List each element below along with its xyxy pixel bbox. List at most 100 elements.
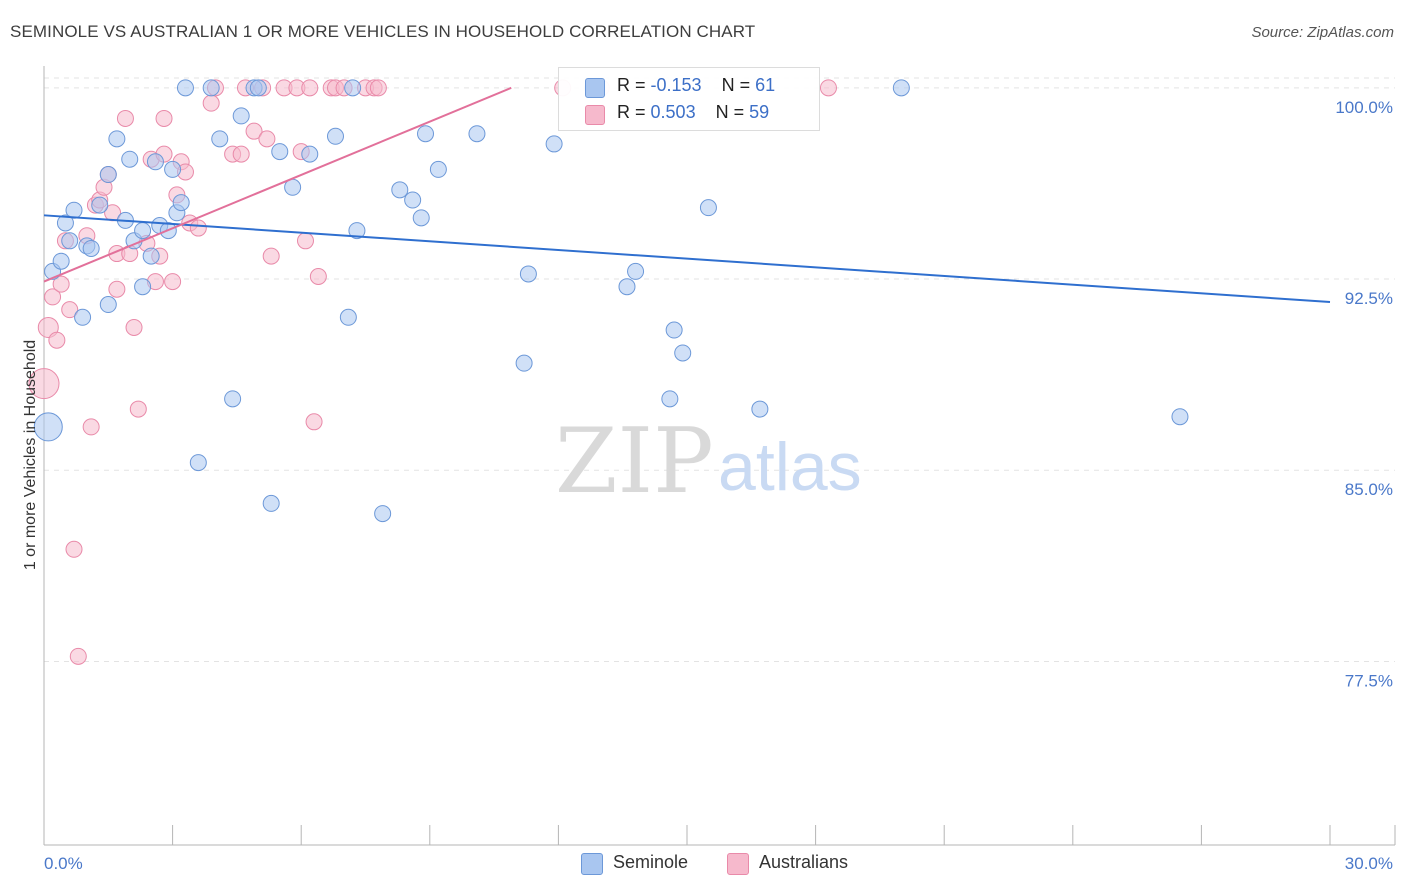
seminole-point [339,308,357,326]
seminole-point [224,390,242,408]
seminole-point [674,344,692,362]
seminole-points [33,79,1189,523]
seminole-point [699,199,717,217]
australians-point [369,79,387,97]
australians-point [48,331,66,349]
seminole-point [627,262,645,280]
australians-point [44,288,62,306]
seminole-point [82,239,100,257]
seminole-point [262,494,280,512]
australians-point [108,280,126,298]
australians-point [61,301,79,319]
australians-point [155,109,173,127]
seminole-point [271,143,289,161]
seminole-point [33,412,63,442]
seminole-point [232,107,250,125]
australians-point [202,94,220,112]
x-tick-label: 30.0% [1345,854,1393,873]
legend-n-label: N = [721,75,751,95]
seminole-point [56,214,74,232]
seminole-point [417,125,435,143]
seminole-point [892,79,910,97]
seminole-point [65,201,83,219]
watermark-zip: ZIP [555,409,714,514]
gridlines [44,77,1395,662]
australians-point [125,318,143,336]
australians-swatch [585,105,605,125]
australians-point [52,275,70,293]
seminole-point [374,505,392,523]
seminole-point [91,196,109,214]
seminole-point [172,194,190,212]
seminole-point [61,232,79,250]
australians-point [301,79,319,97]
y-tick-label: 100.0% [1335,98,1393,117]
seminole-point [146,153,164,171]
australians-point [116,109,134,127]
australians-legend-label: Australians [759,852,849,872]
seminole-point [134,222,152,240]
seminole-point [202,79,220,97]
seminole-swatch [581,853,603,875]
legend-n-label: N = [715,102,745,122]
x-tick-label: 0.0% [44,854,83,873]
y-tick-label: 92.5% [1345,289,1393,308]
seminole-point [391,181,409,199]
y-tick-label: 85.0% [1345,480,1393,499]
seminole-point [134,278,152,296]
legend-n-value: 61 [755,75,776,95]
australians-point [129,400,147,418]
australians-point [296,232,314,250]
seminole-point [404,191,422,209]
seminole-point [661,390,679,408]
australians-point [164,273,182,291]
tick-labels: 77.5% 85.0% 92.5% 100.0% 0.0% 30.0% [44,98,1393,873]
seminole-point [99,166,117,184]
seminole-swatch [585,78,605,98]
source-label: Source: ZipAtlas.com [1251,24,1394,41]
seminole-point [348,222,366,240]
seminole-point [249,79,267,97]
legend-r-label: R = [617,102,646,122]
seminole-point [515,354,533,372]
legend-r-value: 0.503 [650,102,696,122]
seminole-point [665,321,683,339]
australians-point [69,647,87,665]
legend-r-value: -0.153 [650,75,702,95]
axes [43,66,1396,846]
seminole-point [142,247,160,265]
australians-point [189,219,207,237]
seminole-point [468,125,486,143]
seminole-point [1171,408,1189,426]
australians-point [232,145,250,163]
seminole-trend-line [43,214,1331,303]
watermark-atlas: atlas [718,429,862,505]
seminole-point [429,160,447,178]
chart-title: SEMINOLE VS AUSTRALIAN 1 OR MORE VEHICLE… [10,22,756,41]
australians-point [262,247,280,265]
correlation-legend: R = -0.153 N = 61 R = 0.503 N = 59 [558,67,820,131]
seminole-point [301,145,319,163]
seminole-point [326,127,344,145]
australians-point [819,79,837,97]
australians-point [245,122,263,140]
legend-n-value: 59 [749,102,770,122]
australians-point [309,267,327,285]
australians-point [305,413,323,431]
watermark: ZIP atlas [555,409,862,514]
australians-trend-line [43,86,512,283]
seminole-point [344,79,362,97]
seminole-point [108,130,126,148]
seminole-point [99,296,117,314]
australians-swatch [727,853,749,875]
seminole-point [618,278,636,296]
seminole-point [211,130,229,148]
y-tick-label: 77.5% [1345,671,1393,690]
australians-point [65,540,83,558]
seminole-point [164,160,182,178]
australians-point [28,368,60,400]
legend-r-label: R = [617,75,646,95]
australians-point [37,316,59,338]
seminole-point [121,150,139,168]
